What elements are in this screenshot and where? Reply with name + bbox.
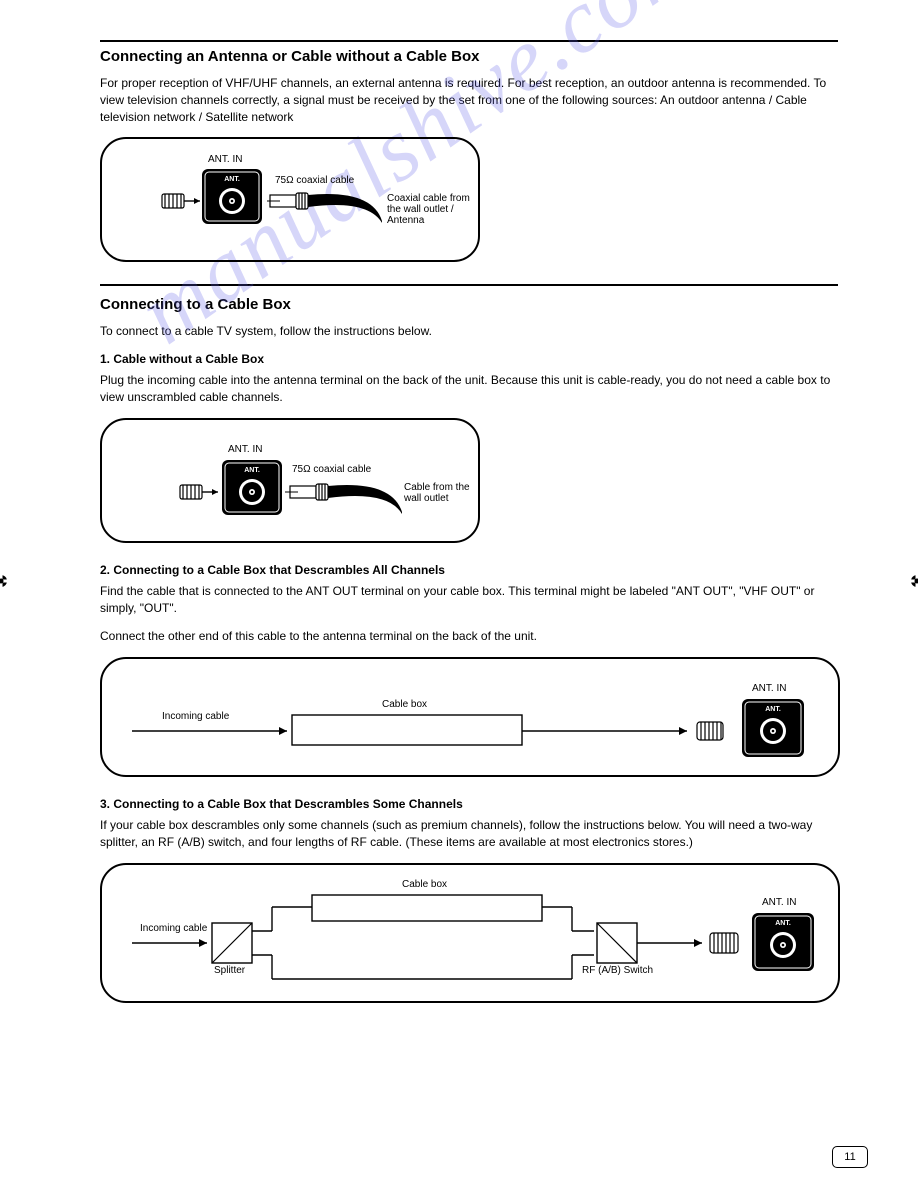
figure-cable-box-some: ANT. Incoming cable Splitter Cable box R… — [100, 863, 840, 1003]
section2-p2-body1: Find the cable that is connected to the … — [100, 583, 838, 617]
section2-p1-title: 1. Cable without a Cable Box — [100, 352, 838, 366]
section2-title: Connecting to a Cable Box — [100, 296, 838, 313]
section2-p1-body: Plug the incoming cable into the antenna… — [100, 372, 838, 406]
section2-subtitle: To connect to a cable TV system, follow … — [100, 323, 838, 340]
section1-title: Connecting an Antenna or Cable without a… — [100, 48, 838, 65]
label-coax-75: 75Ω coaxial cable — [275, 175, 354, 186]
figure-antenna-direct: ANT. ANT. IN 75Ω coaxial c — [100, 137, 480, 262]
svg-text:ANT.: ANT. — [224, 176, 240, 183]
label-incoming: Incoming cable — [162, 711, 229, 722]
section2-p2-body2: Connect the other end of this cable to t… — [100, 628, 838, 645]
label-cable-box: Cable box — [382, 699, 427, 710]
label-ant-in-4: ANT. IN — [762, 897, 796, 908]
crop-mark-right — [910, 574, 918, 588]
label-splitter: Splitter — [214, 965, 245, 976]
rule-divider-2 — [100, 284, 838, 286]
page-number: 11 — [832, 1146, 868, 1168]
label-cable-wall: Coaxial cable from the wall outlet / Ant… — [387, 193, 477, 226]
label-ant-in-3: ANT. IN — [752, 683, 786, 694]
figure-cable-box-all: ANT. Incoming cable Cable box ANT. IN — [100, 657, 840, 777]
section2-p3-body: If your cable box descrambles only some … — [100, 817, 838, 851]
crop-mark-left — [0, 574, 8, 588]
svg-text:ANT.: ANT. — [775, 920, 791, 927]
svg-text:ANT.: ANT. — [765, 706, 781, 713]
section2-p3-title: 3. Connecting to a Cable Box that Descra… — [100, 797, 838, 811]
label-incoming-2: Incoming cable — [140, 923, 207, 934]
label-ab-switch: RF (A/B) Switch — [582, 965, 653, 976]
label-cable-wall-2: Cable from the wall outlet — [404, 482, 478, 504]
cable-box-some-svg: ANT. — [102, 865, 842, 1005]
section2-p2-title: 2. Connecting to a Cable Box that Descra… — [100, 563, 838, 577]
figure-cable-direct: ANT. ANT. IN 75Ω coaxial cable Cable fro… — [100, 418, 480, 543]
label-ant-in: ANT. IN — [208, 154, 242, 165]
rule-divider — [100, 40, 838, 42]
label-coax-75-2: 75Ω coaxial cable — [292, 464, 371, 475]
section1-body: For proper reception of VHF/UHF channels… — [100, 75, 838, 125]
label-cable-box-2: Cable box — [402, 879, 447, 890]
label-ant-in-2: ANT. IN — [228, 444, 262, 455]
svg-text:ANT.: ANT. — [244, 467, 260, 474]
manual-page: manualshive.com Connecting an Antenna or… — [0, 0, 918, 1188]
